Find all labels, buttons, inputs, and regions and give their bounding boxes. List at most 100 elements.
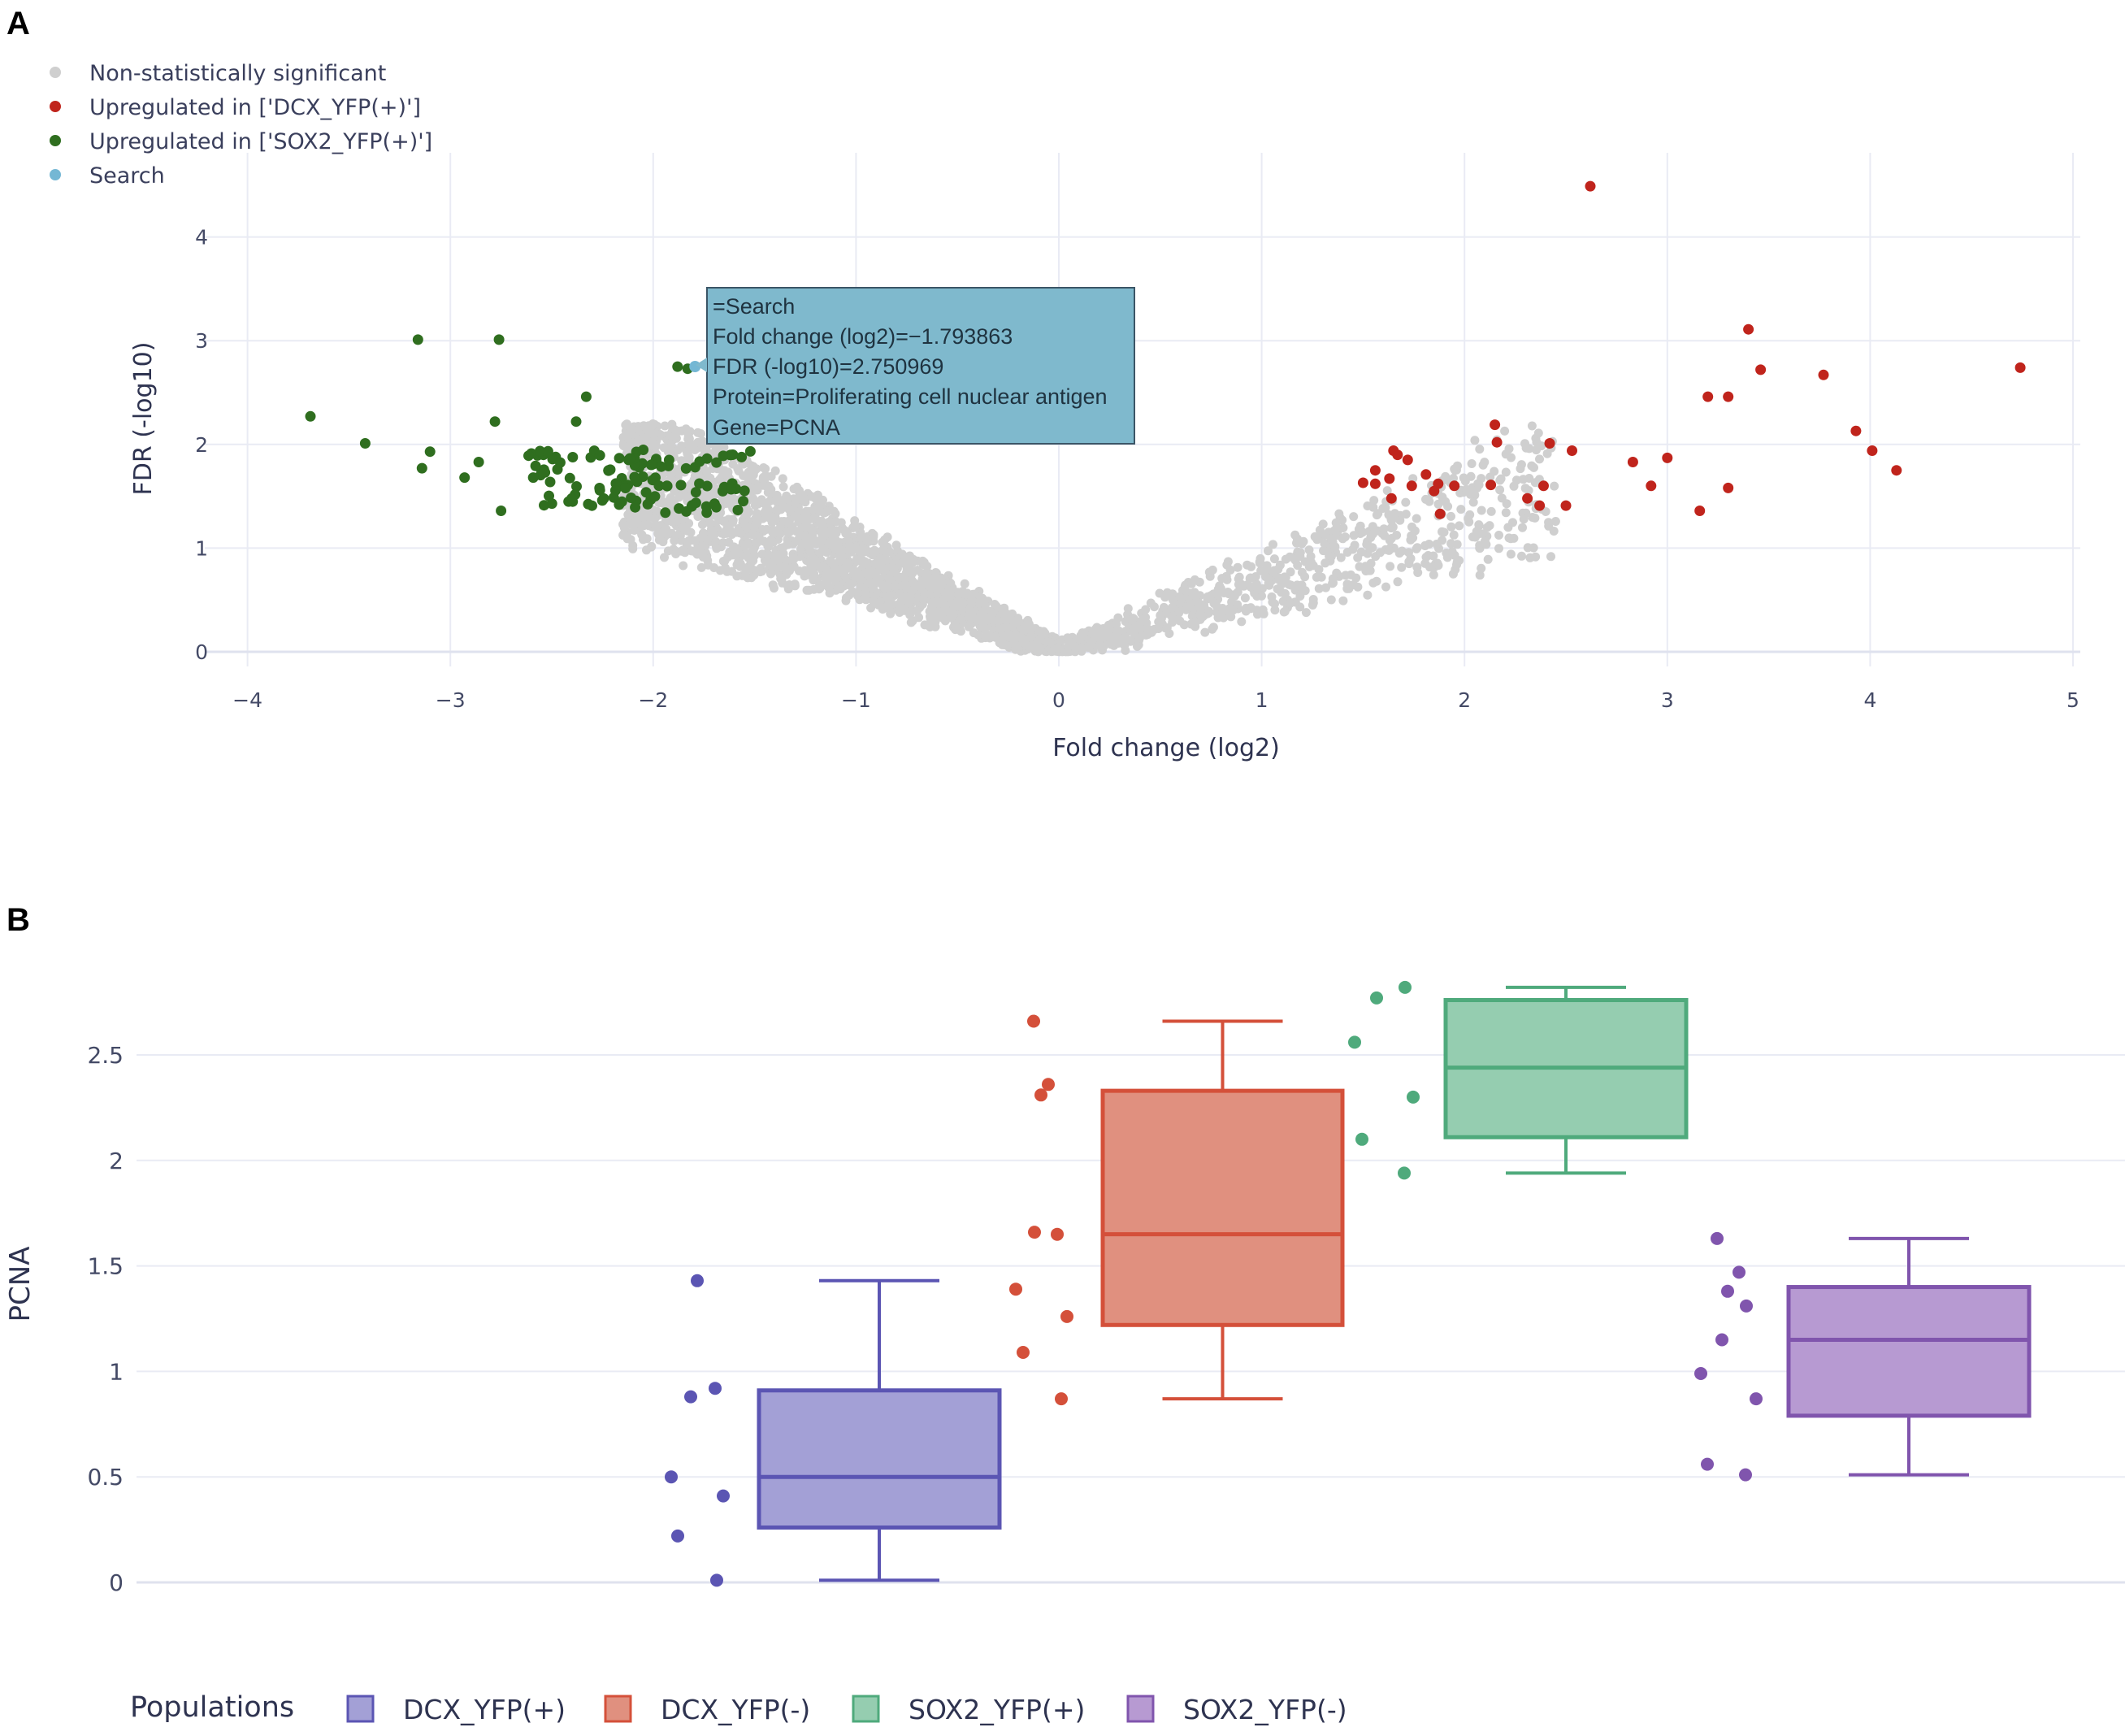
non-significant-point <box>1530 478 1540 488</box>
non-significant-point <box>1450 550 1459 560</box>
non-significant-point <box>675 531 685 540</box>
non-significant-point <box>1441 471 1451 481</box>
non-significant-point <box>784 580 794 589</box>
iqr-box[interactable] <box>1100 1088 1345 1327</box>
non-significant-point <box>861 595 871 605</box>
non-significant-point <box>1544 521 1554 531</box>
non-significant-point <box>1155 588 1164 598</box>
non-significant-point <box>861 534 871 544</box>
non-significant-point <box>1336 553 1346 562</box>
non-significant-point <box>621 420 631 430</box>
non-significant-point <box>647 541 657 551</box>
box-y-tick-label: 1.5 <box>87 1253 124 1280</box>
sox2-upregulated-point <box>564 472 575 484</box>
non-significant-point <box>886 609 896 618</box>
volcano-x-tick-label: −3 <box>436 688 466 712</box>
non-significant-point <box>866 603 876 613</box>
non-significant-point <box>1121 645 1130 655</box>
non-significant-point <box>757 549 767 559</box>
legend-label-up_dcx[interactable]: Upregulated in ['DCX_YFP(+)'] <box>89 95 421 120</box>
non-significant-point <box>948 610 958 619</box>
sox2-upregulated-point <box>459 472 471 484</box>
legend-label-search[interactable]: Search <box>89 163 165 189</box>
volcano-y-tick-label: 4 <box>195 226 208 250</box>
legend-swatch-SOX2_YFP(+) <box>852 1695 880 1723</box>
non-significant-point <box>1285 599 1295 608</box>
non-significant-point <box>712 544 722 553</box>
sample-point <box>1009 1282 1022 1296</box>
iqr-box[interactable] <box>757 1388 1002 1530</box>
non-significant-point <box>920 589 930 599</box>
non-significant-point <box>714 515 724 525</box>
non-significant-point <box>681 424 691 434</box>
non-significant-point <box>722 494 732 504</box>
non-significant-point <box>1024 619 1034 629</box>
non-significant-point <box>1338 534 1347 544</box>
non-significant-point <box>800 523 809 532</box>
non-significant-point <box>1468 497 1478 507</box>
volcano-y-tick-label: 3 <box>195 329 208 353</box>
non-significant-point <box>853 588 862 597</box>
non-significant-point <box>1432 540 1442 549</box>
sox2-upregulated-point <box>640 487 652 498</box>
non-significant-point <box>1268 540 1277 549</box>
non-significant-point <box>869 597 878 606</box>
sample-point <box>671 1529 684 1543</box>
non-significant-point <box>770 466 780 475</box>
legend-label-SOX2_YFP(+)[interactable]: SOX2_YFP(+) <box>909 1694 1085 1725</box>
legend-label-nonsig[interactable]: Non-statistically significant <box>89 61 386 86</box>
non-significant-point <box>1516 460 1526 470</box>
non-significant-point <box>1381 582 1390 592</box>
legend-label-SOX2_YFP(-)[interactable]: SOX2_YFP(-) <box>1183 1694 1347 1725</box>
non-significant-point <box>1068 640 1077 649</box>
sox2-upregulated-point <box>638 445 649 455</box>
non-significant-point <box>1517 551 1526 561</box>
non-significant-point <box>748 530 758 540</box>
non-significant-points <box>618 419 1560 657</box>
sox2-upregulated-point <box>739 485 750 497</box>
dcx-upregulated-point <box>1850 425 1862 436</box>
non-significant-point <box>644 521 654 531</box>
non-significant-point <box>1420 540 1430 550</box>
non-significant-point <box>800 497 810 507</box>
non-significant-point <box>697 520 707 529</box>
non-significant-point <box>812 561 822 571</box>
non-significant-point <box>845 540 854 550</box>
non-significant-point <box>1338 596 1348 605</box>
legend-label-up_sox2[interactable]: Upregulated in ['SOX2_YFP(+)'] <box>89 129 432 154</box>
non-significant-point <box>835 584 845 594</box>
non-significant-point <box>693 437 703 447</box>
sample-point <box>1034 1088 1047 1102</box>
sox2-upregulated-point <box>727 449 739 460</box>
sox2-upregulated-point <box>687 500 698 511</box>
non-significant-point <box>683 526 692 536</box>
sox2-upregulated-point <box>596 495 608 506</box>
sample-point <box>1407 1090 1420 1104</box>
non-significant-point <box>773 526 783 535</box>
iqr-box[interactable] <box>1786 1285 2032 1418</box>
non-significant-point <box>1407 531 1416 540</box>
non-significant-point <box>1200 627 1210 637</box>
non-significant-point <box>1258 605 1268 614</box>
dcx-upregulated-point <box>1534 500 1546 511</box>
legend-label-DCX_YFP(+)[interactable]: DCX_YFP(+) <box>403 1694 566 1725</box>
box-y-axis-title: PCNA <box>4 1247 37 1322</box>
non-significant-point <box>848 579 857 588</box>
volcano-x-tick-label: −4 <box>232 688 262 712</box>
sox2-upregulated-point <box>570 416 582 427</box>
sox2-upregulated-point <box>571 481 582 492</box>
box-DCX_YFP(+) <box>665 1274 1002 1587</box>
non-significant-point <box>841 527 850 536</box>
non-significant-point <box>637 531 647 540</box>
legend-label-DCX_YFP(-)[interactable]: DCX_YFP(-) <box>661 1694 810 1725</box>
sample-point <box>1348 1035 1361 1049</box>
non-significant-point <box>1380 531 1390 540</box>
non-significant-point <box>876 553 886 563</box>
dcx-upregulated-point <box>1386 493 1397 504</box>
non-significant-point <box>1325 551 1334 561</box>
non-significant-point <box>809 535 819 545</box>
volcano-x-axis-title: Fold change (log2) <box>1052 734 1280 762</box>
non-significant-point <box>1521 443 1531 453</box>
non-significant-point <box>628 540 638 550</box>
non-significant-point <box>1035 627 1045 636</box>
